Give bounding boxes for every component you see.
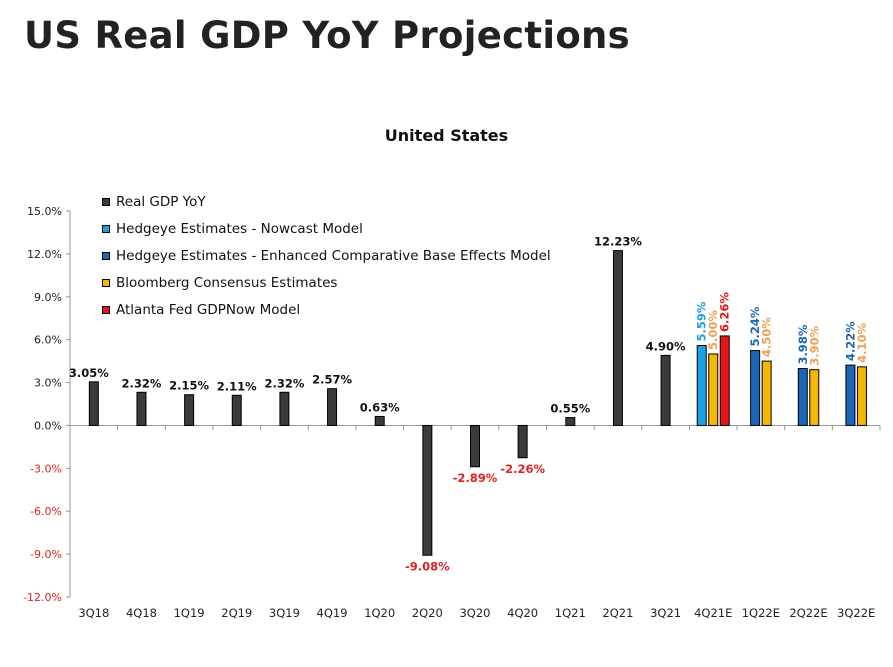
x-tick-label: 3Q21 — [650, 606, 681, 620]
y-tick-label: 6.0% — [34, 334, 62, 347]
legend-label: Atlanta Fed GDPNow Model — [116, 301, 301, 318]
legend-swatch — [102, 197, 110, 206]
legend-item-atlanta-fed: Atlanta Fed GDPNow Model — [102, 296, 551, 323]
bar-2q19-s0 — [231, 394, 242, 426]
x-tick-label: 4Q21E — [694, 606, 732, 620]
data-label: 0.63% — [360, 400, 400, 414]
chart-title: United States — [384, 126, 509, 145]
data-label: 4.22% — [843, 321, 857, 361]
data-label: -9.08% — [405, 559, 450, 573]
x-tick-label: 4Q18 — [126, 606, 157, 620]
page-title: US Real GDP YoY Projections — [24, 14, 631, 57]
x-tick-label: 2Q20 — [412, 606, 443, 620]
bar-4q21e-s4 — [719, 335, 730, 426]
bar-1q19-s0 — [184, 394, 195, 426]
legend-label: Hedgeye Estimates - Enhanced Comparative… — [116, 247, 551, 264]
bar-2q22e-s2 — [797, 368, 808, 426]
legend-item-hedgeye-base-effects: Hedgeye Estimates - Enhanced Comparative… — [102, 242, 551, 269]
bar-1q22e-s3 — [761, 360, 772, 426]
bar-2q21-s0 — [612, 250, 623, 426]
bar-3q20-s0 — [470, 424, 480, 468]
data-label: 2.57% — [312, 373, 352, 387]
data-label: 5.59% — [695, 301, 709, 341]
data-label: 3.05% — [69, 366, 109, 380]
y-tick-label: 9.0% — [34, 291, 62, 304]
bar-3q18-s0 — [88, 381, 99, 426]
legend-swatch — [102, 278, 110, 287]
data-label: 12.23% — [594, 235, 642, 249]
legend-swatch — [102, 224, 110, 233]
data-label: 6.26% — [718, 292, 732, 332]
data-label: 2.32% — [264, 376, 304, 390]
data-label: 0.55% — [550, 402, 590, 416]
bar-3q22e-s2 — [845, 364, 856, 426]
data-label: -2.89% — [453, 471, 498, 485]
x-tick-label: 4Q20 — [507, 606, 538, 620]
y-tick-label: 12.0% — [27, 248, 62, 261]
data-label: -2.26% — [500, 462, 545, 476]
bar-1q22e-s2 — [750, 350, 761, 426]
data-label: 4.10% — [855, 322, 869, 362]
x-tick-label: 2Q22E — [789, 606, 827, 620]
legend-item-hedgeye-nowcast: Hedgeye Estimates - Nowcast Model — [102, 215, 551, 242]
bar-3q21-s0 — [660, 354, 671, 426]
y-tick-label: -12.0% — [23, 591, 62, 604]
x-tick-label: 2Q21 — [602, 606, 633, 620]
y-tick-label: -9.0% — [30, 548, 62, 561]
legend-item-bloomberg-consensus: Bloomberg Consensus Estimates — [102, 269, 551, 296]
x-tick-label: 3Q20 — [459, 606, 490, 620]
y-tick-label: -3.0% — [30, 462, 62, 475]
bar-3q22e-s3 — [856, 366, 867, 426]
data-label: 2.11% — [217, 379, 257, 393]
legend-label: Hedgeye Estimates - Nowcast Model — [116, 220, 363, 237]
data-label: 3.90% — [807, 325, 821, 365]
legend-label: Real GDP YoY — [116, 193, 206, 210]
data-label: 4.90% — [646, 339, 686, 353]
data-label: 2.15% — [169, 379, 209, 393]
bar-4q20-s0 — [517, 424, 528, 459]
data-label: 2.32% — [122, 376, 162, 390]
y-tick-label: -6.0% — [30, 505, 62, 518]
x-tick-label: 1Q22E — [742, 606, 780, 620]
data-label: 3.98% — [796, 324, 810, 364]
bar-3q19-s0 — [279, 391, 290, 426]
bar-1q21-s0 — [565, 417, 576, 426]
x-tick-label: 2Q19 — [221, 606, 252, 620]
x-tick-label: 4Q19 — [317, 606, 348, 620]
bar-2q20-s0 — [422, 424, 433, 556]
x-tick-label: 1Q21 — [555, 606, 586, 620]
legend-swatch — [102, 251, 110, 260]
y-tick-label: 0.0% — [34, 419, 62, 432]
x-tick-label: 1Q20 — [364, 606, 395, 620]
data-label: 5.00% — [706, 310, 720, 350]
bar-1q20-s0 — [374, 415, 385, 426]
x-tick-label: 3Q18 — [78, 606, 109, 620]
data-label: 5.24% — [748, 306, 762, 346]
data-label: 4.50% — [760, 317, 774, 357]
bar-2q22e-s3 — [809, 369, 820, 426]
x-tick-label: 1Q19 — [174, 606, 205, 620]
bar-4q18-s0 — [136, 391, 147, 426]
legend-item-real-gdp: Real GDP YoY — [102, 188, 551, 215]
bar-4q21e-s3 — [708, 353, 719, 426]
bar-4q19-s0 — [327, 388, 338, 426]
legend-label: Bloomberg Consensus Estimates — [116, 274, 338, 291]
y-tick-label: 15.0% — [27, 205, 62, 218]
y-tick-label: 3.0% — [34, 377, 62, 390]
legend-swatch — [102, 305, 110, 314]
x-tick-label: 3Q19 — [269, 606, 300, 620]
x-tick-label: 3Q22E — [837, 606, 875, 620]
bar-4q21e-s1 — [696, 345, 707, 426]
chart-legend: Real GDP YoY Hedgeye Estimates - Nowcast… — [102, 188, 551, 323]
